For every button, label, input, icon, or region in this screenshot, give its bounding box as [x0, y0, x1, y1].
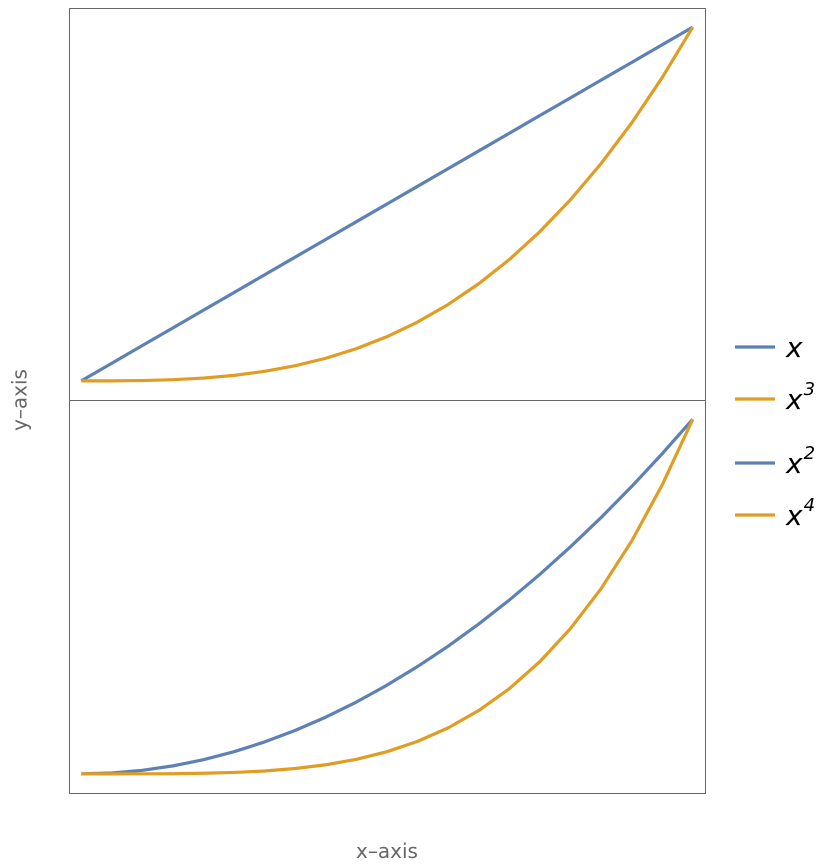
legend-label: x [785, 331, 803, 364]
legend-name: x [785, 499, 803, 532]
legend-name: x [785, 383, 803, 416]
legend-label: x4 [785, 495, 815, 532]
y-axis-label: y–axis [8, 369, 32, 431]
x-axis-label: x–axis [356, 839, 418, 863]
legend-name: x [785, 447, 803, 480]
legend-name: x [785, 331, 803, 364]
line-series [80, 25, 694, 383]
plot-frame [69, 400, 706, 794]
legend-exponent: 2 [804, 443, 815, 464]
legend-exponent: 3 [804, 379, 815, 400]
legend-label: x2 [785, 443, 815, 480]
legend-label: x3 [785, 379, 815, 416]
line-series [81, 418, 694, 776]
line-series [81, 418, 695, 776]
line-series [81, 26, 695, 383]
legend-exponent: 4 [804, 495, 815, 516]
